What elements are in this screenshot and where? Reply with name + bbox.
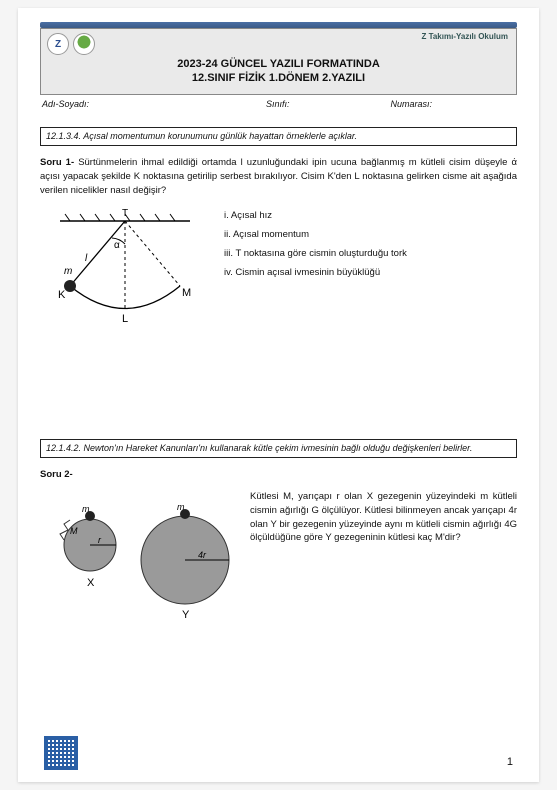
fig-mX: m — [82, 504, 90, 514]
fig-X: X — [87, 577, 95, 589]
qr-code-icon — [44, 736, 78, 770]
page-number: 1 — [507, 756, 513, 768]
q1-body: T K L M m l α i. Açısal hız ii. Açısal m… — [40, 206, 517, 329]
q1-body-text: Sürtünmelerin ihmal edildiği ortamda l u… — [40, 157, 517, 196]
q1-opt1: i. Açısal hız — [224, 206, 407, 225]
logo-tree-icon — [73, 33, 95, 55]
q1-figure: T K L M m l α — [40, 206, 210, 329]
q2-figure: m r X m 4r Y M — [40, 490, 240, 623]
fig-L: L — [122, 313, 128, 325]
q1-opt3: iii. T noktasına göre cismin oluşturduğu… — [224, 244, 407, 263]
page: Z Takımı-Yazılı Okulum Z 2023-24 GÜNCEL … — [18, 8, 539, 782]
label-number: Numarası: — [391, 99, 515, 109]
fig-l: l — [85, 253, 88, 264]
q2-body: m r X m 4r Y M Kütlesi M, yarıçapı r ola… — [40, 490, 517, 623]
standard-box-1: 12.1.3.4. Açısal momentumun korunumunu g… — [40, 127, 517, 147]
q1-label: Soru 1- — [40, 157, 74, 168]
fig-alpha: α — [114, 240, 120, 251]
q1-options: i. Açısal hız ii. Açısal momentum iii. T… — [224, 206, 407, 329]
header-box: Z Takımı-Yazılı Okulum Z 2023-24 GÜNCEL … — [40, 28, 517, 95]
label-class: Sınıfı: — [266, 99, 390, 109]
label-name: Adı-Soyadı: — [42, 99, 266, 109]
info-row: Adı-Soyadı: Sınıfı: Numarası: — [40, 99, 517, 109]
title-line-1: 2023-24 GÜNCEL YAZILI FORMATINDA — [47, 57, 510, 71]
fig-Y: Y — [182, 609, 190, 620]
fig-m: m — [64, 266, 72, 277]
q2-label: Soru 2- — [40, 469, 73, 480]
q1-opt4: iv. Cismin açısal ivmesinin büyüklüğü — [224, 263, 407, 282]
fig-4r: 4r — [198, 550, 207, 560]
fig-M: M — [182, 287, 191, 299]
fig-T: T — [122, 208, 128, 219]
fig-mY: m — [177, 502, 185, 512]
title-line-2: 12.SINIF FİZİK 1.DÖNEM 2.YAZILI — [47, 71, 510, 85]
brand-label: Z Takımı-Yazılı Okulum — [421, 32, 508, 41]
titles: 2023-24 GÜNCEL YAZILI FORMATINDA 12.SINI… — [47, 57, 510, 86]
q1-text: Soru 1- Sürtünmelerin ihmal edildiği ort… — [40, 156, 517, 197]
fig-Mx: M — [70, 526, 78, 536]
q2-text: Kütlesi M, yarıçapı r olan X gezegenin y… — [250, 490, 517, 623]
q1-opt2: ii. Açısal momentum — [224, 225, 407, 244]
logo-z-icon: Z — [47, 33, 69, 55]
q2-label-row: Soru 2- — [40, 468, 517, 482]
fig-K: K — [58, 289, 66, 301]
standard-box-2: 12.1.4.2. Newton'ın Hareket Kanunları'nı… — [40, 439, 517, 459]
